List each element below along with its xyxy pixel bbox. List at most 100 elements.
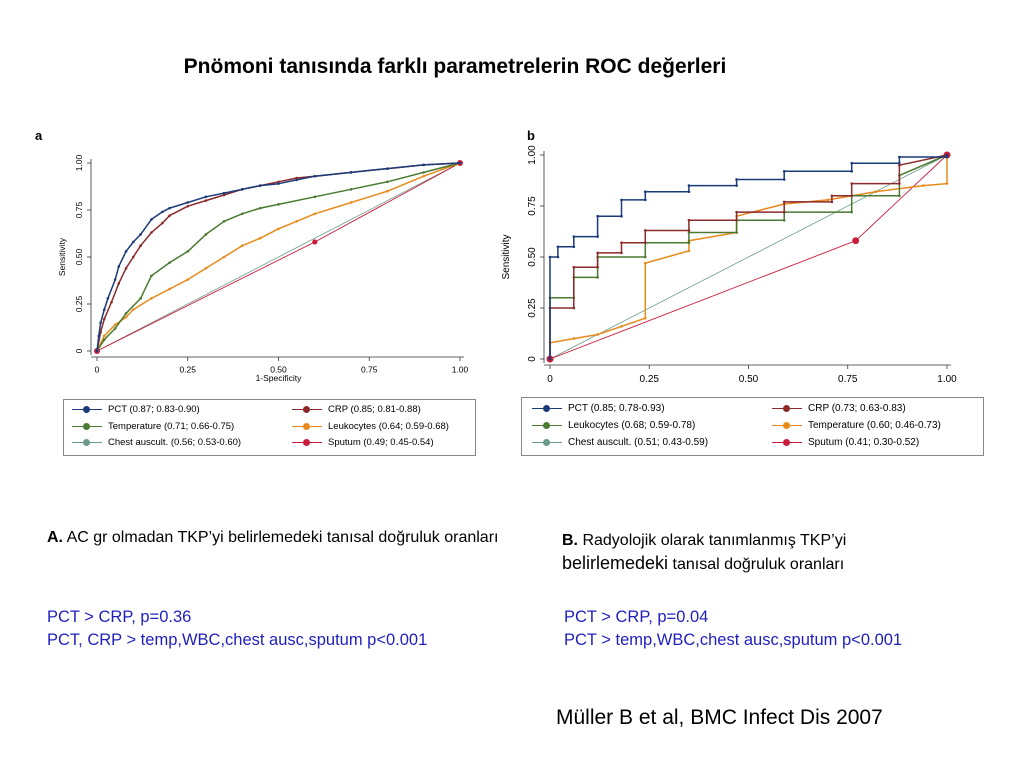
series-point: [313, 212, 317, 216]
series-point: [124, 315, 128, 319]
legend-symbol: [532, 438, 562, 447]
series-point: [277, 182, 280, 185]
series-point: [850, 194, 854, 198]
x-axis-label: 1-Specificity: [256, 373, 303, 383]
legend-label: Leukocytes (0.64; 0.59-0.68): [328, 421, 449, 432]
series-point: [921, 184, 925, 187]
x-tick-label: 0.25: [179, 365, 196, 375]
series-point: [161, 210, 164, 214]
x-tick-label: 0.50: [270, 365, 287, 375]
series-point: [782, 218, 786, 222]
series-point: [139, 244, 142, 248]
series-point: [106, 297, 110, 300]
series-point: [259, 184, 262, 187]
series-point: [898, 155, 901, 159]
series-point: [150, 231, 153, 234]
legend-marker: [303, 423, 310, 430]
series-point: [687, 241, 691, 245]
legend-b: PCT (0.85; 0.78-0.93) CRP (0.73; 0.63-0.8…: [521, 397, 984, 456]
series-point: [99, 321, 102, 325]
series-point: [168, 261, 171, 264]
series-point: [349, 171, 353, 174]
series-point: [945, 182, 949, 185]
series-point: [113, 278, 117, 281]
series-point: [102, 334, 106, 338]
caption-b: B. Radyolojik olarak tanımlanmış TKP’yi …: [562, 530, 992, 576]
series-point: [204, 233, 208, 236]
series-point: [687, 229, 691, 232]
y-tick-label: 0.75: [74, 201, 84, 218]
legend-label: CRP (0.85; 0.81-0.88): [328, 404, 421, 415]
series-point: [132, 308, 135, 311]
series-point: [222, 219, 226, 223]
series-point: [222, 193, 226, 197]
series-point: [113, 323, 117, 326]
series-point: [687, 190, 691, 194]
legend-symbol: [292, 422, 322, 431]
series-point: [117, 282, 121, 285]
y-tick-label: 0.25: [74, 295, 84, 312]
caption-b-letter: B.: [562, 532, 578, 549]
legend-symbol: [292, 438, 322, 447]
series-point: [124, 266, 128, 270]
legend-marker: [783, 439, 790, 446]
legend-item: CRP (0.73; 0.63-0.83): [772, 403, 906, 414]
series-point: [596, 265, 599, 269]
series-point: [150, 297, 153, 300]
legend-item: Leukocytes (0.68; 0.59-0.78): [532, 420, 695, 431]
series-point: [186, 278, 190, 281]
stats-b-line1: PCT > CRP, p=0.04: [564, 608, 709, 626]
y-axis-label: Sensitivity: [57, 237, 67, 276]
series-point: [945, 153, 949, 157]
y-tick-label: 0.25: [527, 298, 538, 318]
series-point: [687, 231, 691, 234]
series-point: [548, 357, 552, 361]
series-point: [110, 300, 113, 304]
stats-b-line2: PCT > temp,WBC,chest ausc,sputum p<0.001: [564, 631, 903, 649]
series-point: [782, 200, 786, 204]
series-point: [168, 206, 171, 210]
legend-item: PCT (0.85; 0.78-0.93): [532, 403, 665, 414]
series-point: [259, 236, 262, 240]
series-point: [186, 204, 190, 208]
series-point: [102, 338, 106, 342]
sputum-point: [312, 239, 318, 245]
series-point: [850, 210, 854, 214]
series-point: [874, 190, 877, 194]
y-axis-label: Sensitivity: [501, 234, 512, 279]
series-point: [782, 170, 786, 173]
series-point: [643, 241, 647, 245]
legend-label: CRP (0.73; 0.63-0.83): [808, 403, 906, 414]
series-point: [548, 255, 552, 259]
legend-symbol: [72, 438, 102, 447]
series-point: [735, 218, 738, 222]
series-line-pct: [549, 155, 948, 359]
legend-label: Temperature (0.71; 0.66-0.75): [108, 421, 235, 432]
series-point: [850, 161, 854, 165]
series-point: [596, 214, 599, 218]
stats-a: PCT > CRP, p=0.36 PCT, CRP > temp,WBC,ch…: [47, 606, 427, 652]
x-tick-label: 0.75: [838, 374, 858, 385]
caption-a-text: AC gr olmadan TKP’yi belirlemedeki tanıs…: [66, 529, 499, 546]
legend-symbol: [772, 404, 802, 413]
legend-label: Sputum (0.49; 0.45-0.54): [328, 437, 434, 448]
series-point: [620, 241, 623, 245]
legend-marker: [83, 423, 90, 430]
y-tick-label: 1.00: [74, 154, 84, 171]
legend-marker: [83, 406, 90, 413]
series-point: [945, 155, 949, 159]
roc-chart-b: 0 0.25 0.50 0.75 1.00 0 0.25 0.50 0.75 1.00 Sensit…: [501, 145, 957, 385]
series-point: [572, 306, 576, 310]
series-point: [735, 231, 738, 234]
series-point: [572, 245, 576, 249]
legend-item: Temperature (0.71; 0.66-0.75): [72, 421, 234, 432]
series-point: [643, 190, 647, 194]
series-point: [186, 201, 190, 204]
y-tick-label: 0: [527, 356, 538, 362]
series-point: [735, 184, 738, 187]
series-point: [349, 188, 353, 191]
series-point: [422, 174, 426, 178]
series-point: [295, 219, 298, 223]
series-point: [687, 218, 691, 222]
series-point: [620, 214, 623, 218]
